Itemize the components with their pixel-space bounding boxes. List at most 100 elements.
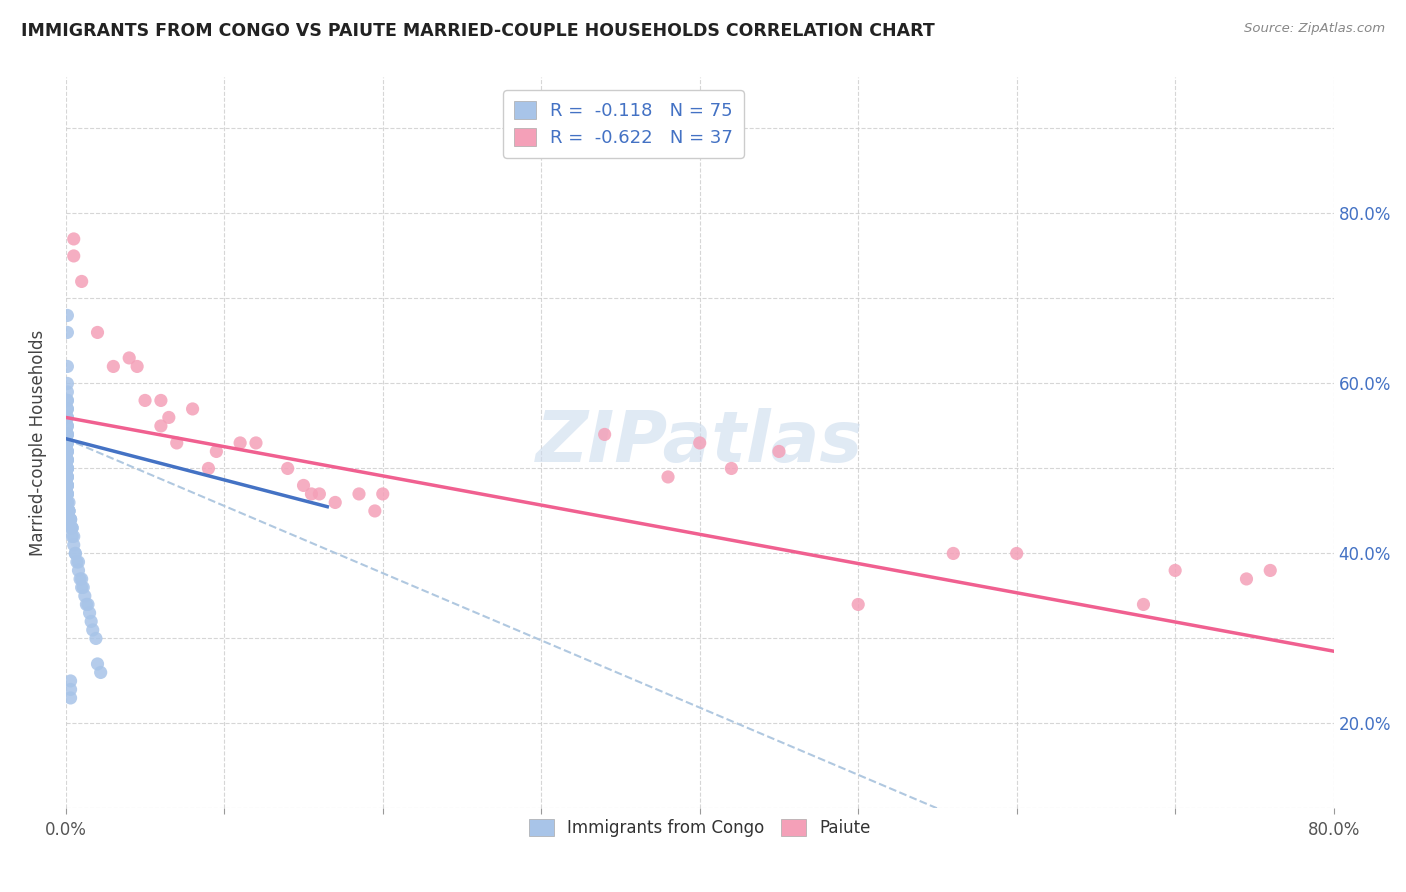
Point [58,504,80,518]
Point [62,232,84,246]
Y-axis label: Married-couple Households: Married-couple Households [30,330,46,556]
Point [56,444,79,458]
Point [58,504,80,518]
Point [56,487,79,501]
Point [277,461,299,475]
Point [65,546,87,560]
Point [59,690,82,705]
Point [59,673,82,688]
Point [86,657,108,671]
Point [75,598,97,612]
Point [56,461,79,475]
Point [56,495,79,509]
Point [127,359,149,374]
Point [364,504,387,518]
Point [157,410,180,425]
Point [56,470,79,484]
Point [1005,546,1028,560]
Point [689,436,711,450]
Point [56,461,79,475]
Point [371,487,394,501]
Point [56,419,79,434]
Point [70,581,93,595]
Point [67,564,90,578]
Point [308,487,330,501]
Point [56,478,79,492]
Point [70,572,93,586]
Text: IMMIGRANTS FROM CONGO VS PAIUTE MARRIED-COUPLE HOUSEHOLDS CORRELATION CHART: IMMIGRANTS FROM CONGO VS PAIUTE MARRIED-… [21,22,935,40]
Point [768,444,790,458]
Point [56,393,79,408]
Point [301,487,323,501]
Point [59,512,82,526]
Point [720,461,742,475]
Text: ZIPatlas: ZIPatlas [536,409,863,477]
Point [56,419,79,434]
Point [56,359,79,374]
Point [118,351,141,365]
Point [56,470,79,484]
Point [70,275,93,289]
Point [56,478,79,492]
Point [56,461,79,475]
Point [60,521,83,535]
Text: Source: ZipAtlas.com: Source: ZipAtlas.com [1244,22,1385,36]
Point [73,589,96,603]
Point [292,478,315,492]
Point [56,393,79,408]
Legend: Immigrants from Congo, Paiute: Immigrants from Congo, Paiute [522,813,877,844]
Point [56,410,79,425]
Point [197,461,219,475]
Point [56,427,79,442]
Point [347,487,370,501]
Point [59,512,82,526]
Point [1236,572,1258,586]
Point [65,546,87,560]
Point [56,410,79,425]
Point [56,487,79,501]
Point [59,682,82,697]
Point [56,309,79,323]
Point [56,436,79,450]
Point [56,427,79,442]
Point [56,453,79,467]
Point [62,249,84,263]
Point [56,401,79,416]
Point [593,427,616,442]
Point [103,359,125,374]
Point [1258,564,1281,578]
Point [58,495,80,509]
Point [657,470,679,484]
Point [59,512,82,526]
Point [134,393,156,408]
Point [56,444,79,458]
Point [56,478,79,492]
Point [56,495,79,509]
Point [323,495,346,509]
Point [69,572,91,586]
Point [245,436,267,450]
Point [60,529,83,543]
Point [1132,598,1154,612]
Point [67,555,90,569]
Point [66,555,89,569]
Point [56,427,79,442]
Point [56,487,79,501]
Point [56,444,79,458]
Point [80,615,103,629]
Point [56,376,79,391]
Point [229,436,252,450]
Point [56,436,79,450]
Point [56,436,79,450]
Point [56,453,79,467]
Point [56,470,79,484]
Point [84,632,107,646]
Point [59,521,82,535]
Point [846,598,869,612]
Point [942,546,965,560]
Point [90,665,112,680]
Point [181,401,204,416]
Point [205,444,228,458]
Point [166,436,188,450]
Point [86,326,108,340]
